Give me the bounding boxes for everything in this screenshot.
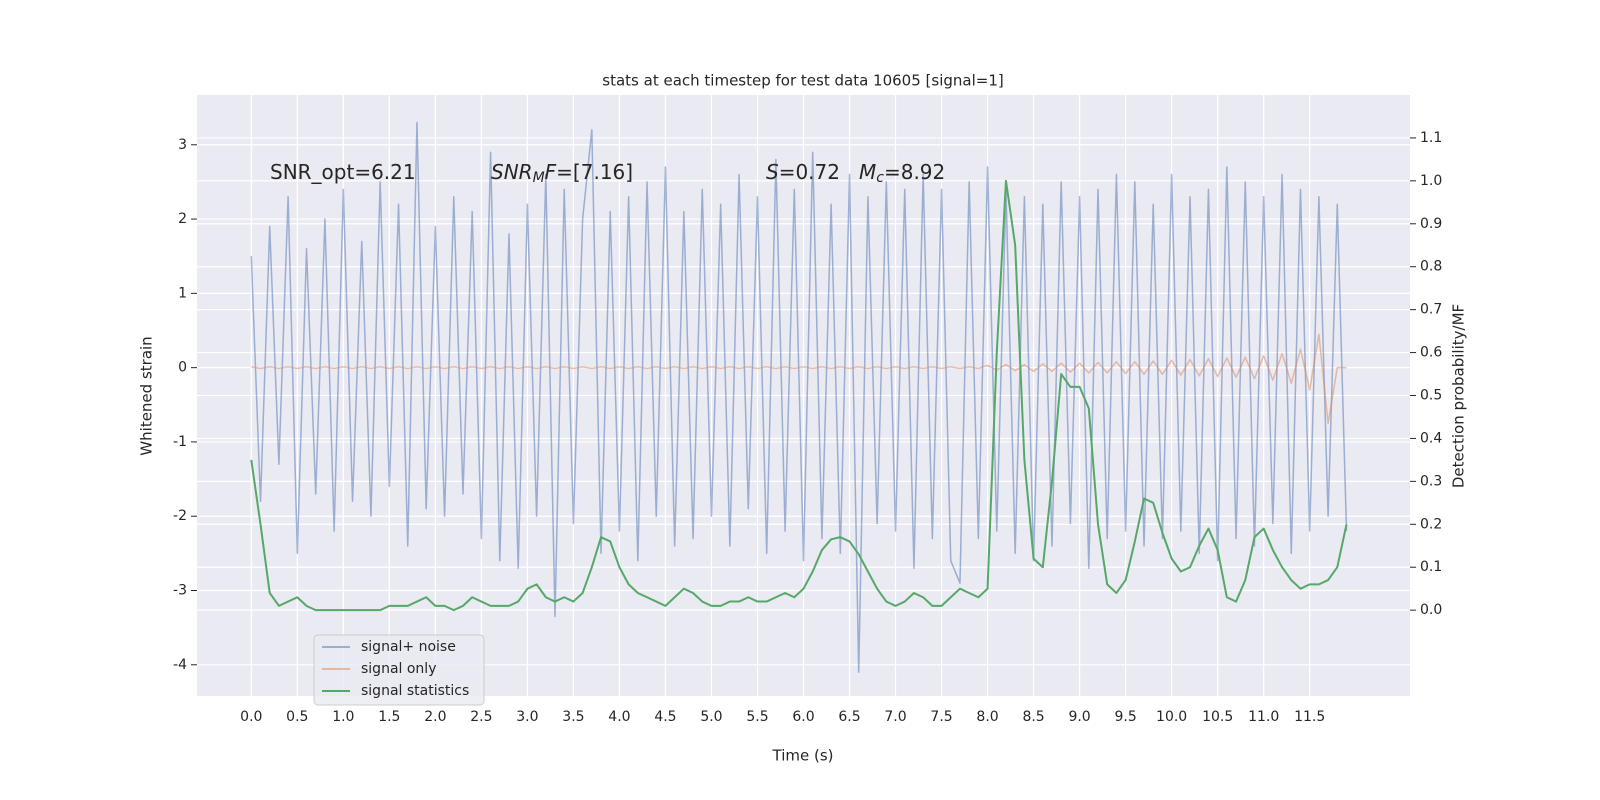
- x-tick-label: 7.0: [884, 709, 906, 725]
- series-line: [250, 121, 1348, 673]
- y2-tick-label: 0.5: [1420, 388, 1442, 404]
- x-tick-label: 11.0: [1248, 709, 1279, 725]
- y-tick-label: 2: [178, 211, 187, 227]
- annotation-part: S: [766, 160, 779, 184]
- y2-tick-label: 1.0: [1420, 173, 1442, 189]
- x-tick-label: 5.0: [700, 709, 722, 725]
- legend-label: signal only: [361, 661, 436, 677]
- series-line: [250, 179, 1348, 612]
- annotation-part: =0.72: [779, 160, 840, 184]
- y2-tick-label: 0.0: [1420, 602, 1442, 618]
- y-tick-label: -1: [173, 434, 187, 450]
- x-tick-label: 3.5: [562, 709, 584, 725]
- y2-tick-label: 0.4: [1420, 430, 1442, 446]
- y2-tick-label: 0.3: [1420, 473, 1442, 489]
- legend-label: signal statistics: [361, 683, 469, 699]
- x-tick-label: 4.5: [654, 709, 676, 725]
- y-tick-label: -3: [173, 583, 187, 599]
- x-tick-label: 9.5: [1114, 709, 1136, 725]
- annotation-part: =[7.16]: [556, 160, 633, 184]
- x-tick-label: 2.0: [424, 709, 446, 725]
- y2-tick-label: 0.2: [1420, 516, 1442, 532]
- x-tick-label: 10.0: [1156, 709, 1187, 725]
- x-tick-label: 6.0: [792, 709, 814, 725]
- x-tick-label: 10.5: [1202, 709, 1233, 725]
- annotation-part: c: [876, 170, 884, 186]
- x-tick-label: 0.5: [286, 709, 308, 725]
- x-tick-label: 11.5: [1294, 709, 1325, 725]
- y2-axis-label: Detection probability/MF: [1450, 304, 1468, 488]
- x-tick-label: 6.5: [838, 709, 860, 725]
- legend: signal+ noise signal only signal statistic…: [313, 634, 485, 706]
- y2-tick-label: 0.1: [1420, 559, 1442, 575]
- legend-label: signal+ noise: [361, 639, 456, 655]
- annotation: S=0.72: [766, 160, 840, 184]
- annotation-part: M: [859, 160, 876, 184]
- series-line: [251, 333, 1347, 425]
- y-tick-label: 1: [178, 285, 187, 301]
- x-axis-label: Time (s): [772, 747, 834, 765]
- chart-title: stats at each timestep for test data 106…: [602, 72, 1003, 90]
- annotation: Mc=8.92: [859, 160, 945, 187]
- y-axis-label: Whitened strain: [138, 336, 156, 455]
- y2-tick-label: 0.6: [1420, 345, 1442, 361]
- x-tick-label: 0.0: [240, 709, 262, 725]
- y-tick-label: -2: [173, 508, 187, 524]
- axes: 0.0 0.5 1.0 1.5 2.0 2.5 3.0 3.5 4.0 4.5 5.0 5.5 6.0 6…: [173, 130, 1442, 725]
- lines: [250, 121, 1348, 673]
- annotation-part: SNR: [491, 160, 533, 184]
- annotation: SNR_opt=6.21: [270, 160, 416, 184]
- annotation-part: M: [533, 170, 545, 186]
- x-tick-label: 8.5: [1022, 709, 1044, 725]
- x-tick-label: 1.0: [332, 709, 354, 725]
- x-tick-label: 9.0: [1068, 709, 1090, 725]
- legend-box: [313, 634, 485, 706]
- x-tick-label: 4.0: [608, 709, 630, 725]
- annotation-part: F: [545, 160, 557, 184]
- y-tick-label: 0: [178, 360, 187, 376]
- x-tick-label: 8.0: [976, 709, 998, 725]
- y-tick-label: -4: [173, 657, 187, 673]
- y2-tick-label: 0.8: [1420, 259, 1442, 275]
- y2-tick-label: 0.9: [1420, 216, 1442, 232]
- annotation-part: =8.92: [884, 160, 945, 184]
- annotation: SNRMF=[7.16]: [491, 160, 633, 187]
- x-tick-label: 7.5: [930, 709, 952, 725]
- y2-tick-label: 1.1: [1420, 130, 1442, 146]
- x-tick-label: 2.5: [470, 709, 492, 725]
- annotation-part: SNR_opt=6.21: [270, 160, 416, 184]
- y-tick-label: 3: [178, 137, 187, 153]
- x-tick-label: 5.5: [746, 709, 768, 725]
- x-tick-label: 3.0: [516, 709, 538, 725]
- y2-tick-label: 0.7: [1420, 302, 1442, 318]
- x-tick-label: 1.5: [378, 709, 400, 725]
